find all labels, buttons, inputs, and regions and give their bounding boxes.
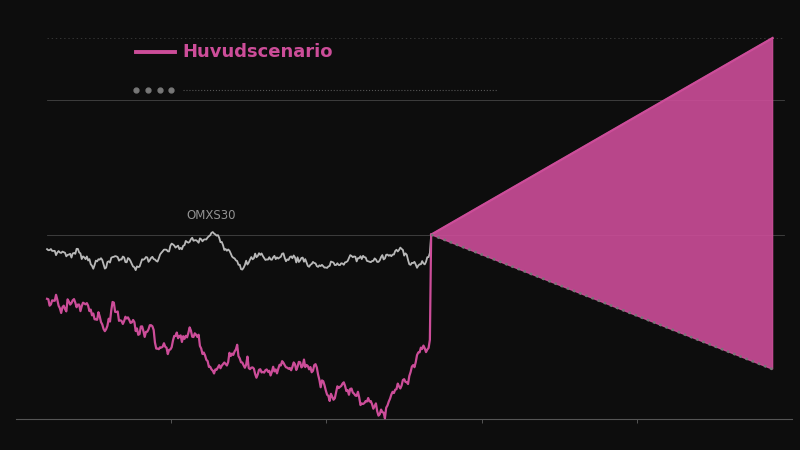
Text: Huvudscenario: Huvudscenario xyxy=(183,44,334,62)
Polygon shape xyxy=(431,38,773,369)
Text: OMXS30: OMXS30 xyxy=(186,210,236,222)
